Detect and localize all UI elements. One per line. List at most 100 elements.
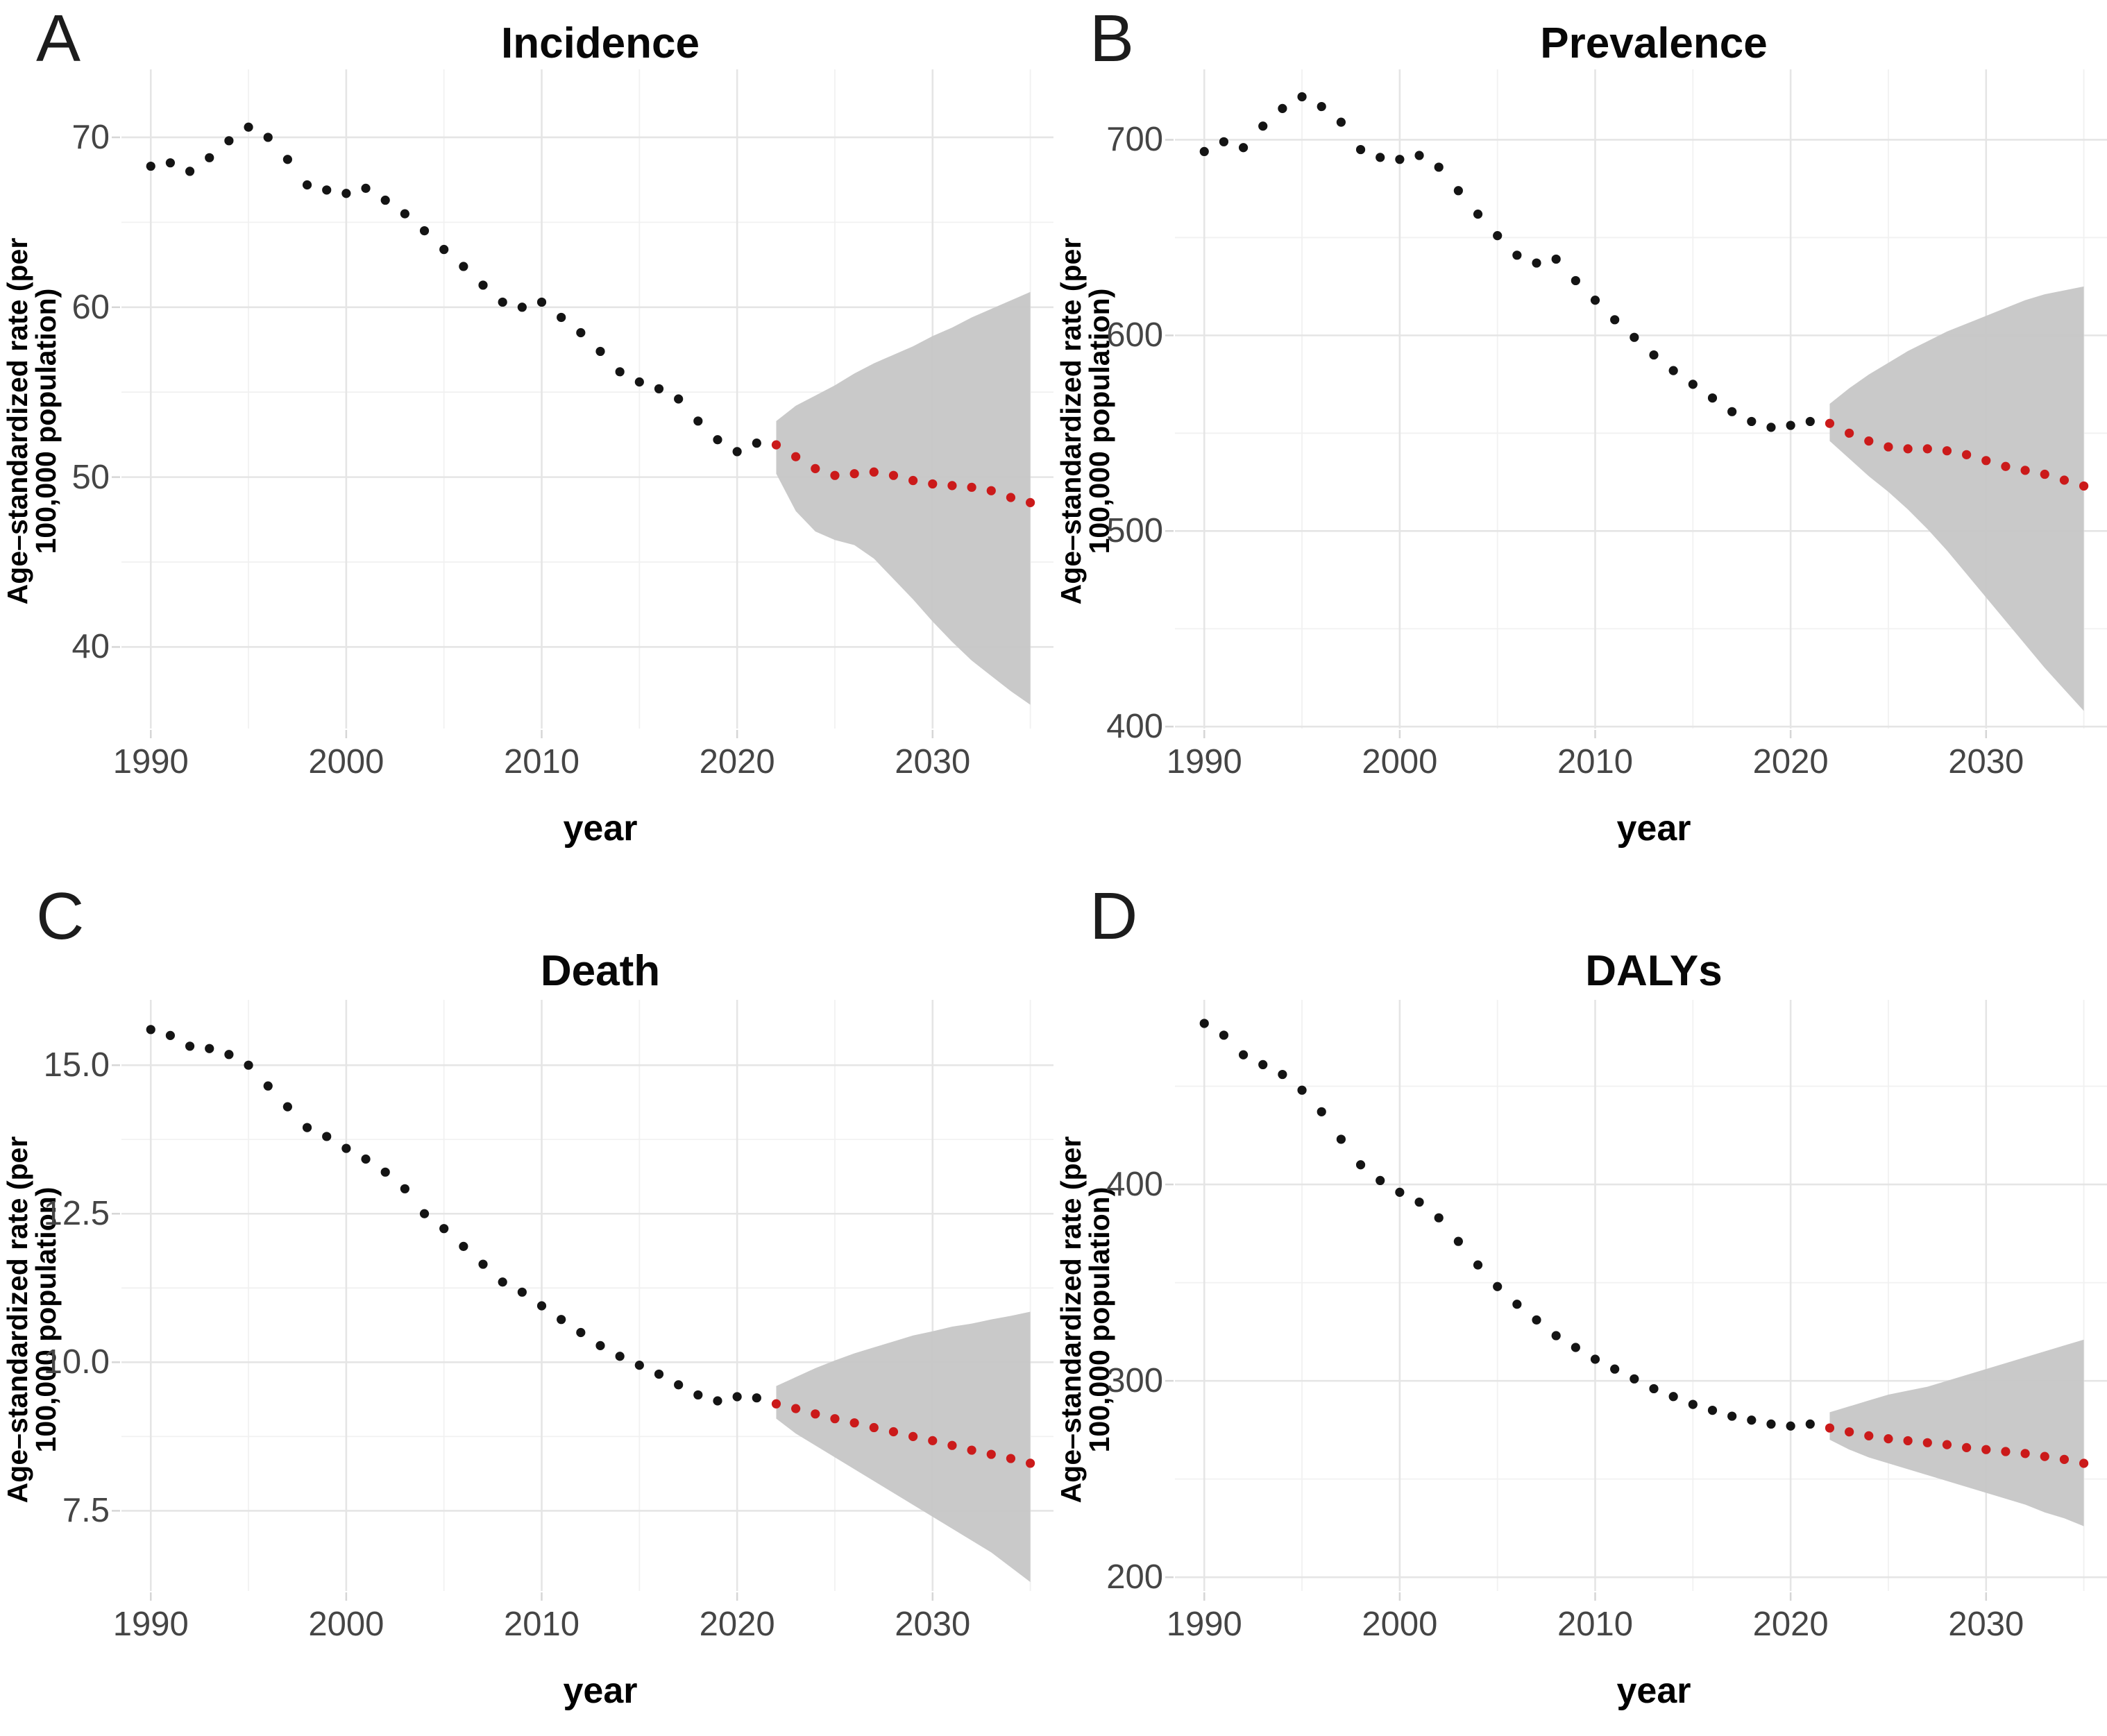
y-tick-label: 600 — [1106, 316, 1163, 355]
uncertainty-ribbon — [1829, 286, 2084, 711]
projected-point — [1903, 444, 1913, 454]
observed-point — [439, 1224, 449, 1234]
plot-area — [112, 69, 1079, 738]
x-tick-label: 1990 — [112, 1606, 189, 1643]
observed-point — [1786, 420, 1795, 430]
observed-point — [1668, 366, 1678, 375]
projected-point — [1962, 450, 1972, 459]
projected-point — [1845, 1427, 1854, 1437]
observed-point — [1317, 1107, 1326, 1116]
projected-point — [2040, 1452, 2049, 1461]
observed-point — [654, 384, 664, 393]
projected-point — [1981, 1445, 1991, 1454]
observed-point — [1610, 315, 1620, 325]
observed-point — [634, 1361, 644, 1370]
observed-point — [1688, 380, 1698, 389]
y-tick-label: 50 — [71, 458, 110, 496]
panel-letter: D — [1090, 879, 1138, 953]
observed-point — [1376, 153, 1385, 162]
observed-point — [1805, 416, 1815, 427]
x-tick-label: 2020 — [1752, 1606, 1829, 1643]
x-tick-label: 1990 — [1166, 743, 1242, 781]
observed-point — [322, 185, 332, 195]
observed-point — [517, 1287, 527, 1297]
observed-point — [1766, 423, 1776, 432]
observed-point — [205, 153, 214, 162]
y-tick-label: 70 — [71, 118, 110, 156]
x-axis-title: year — [1616, 808, 1691, 849]
observed-point — [1532, 258, 1541, 268]
projected-point — [1006, 493, 1016, 502]
observed-point — [1278, 1069, 1287, 1080]
projected-point — [1884, 1434, 1893, 1444]
observed-point — [1493, 231, 1503, 241]
y-tick-label: 400 — [1106, 1166, 1163, 1204]
projected-point — [771, 440, 781, 450]
observed-point — [654, 1369, 664, 1379]
panel-incidence: A Incidence ● ● ● ● ● Age–standardized r… — [0, 0, 1079, 868]
plot-area — [1165, 1000, 2107, 1601]
x-tick-label: 2030 — [895, 1606, 971, 1643]
observed-point — [146, 1025, 155, 1035]
observed-point — [713, 1396, 722, 1406]
x-axis-title: year — [563, 808, 638, 849]
y-tick-label: 40 — [71, 628, 110, 666]
y-tick-label: 7.5 — [62, 1492, 110, 1530]
observed-point — [1376, 1175, 1385, 1186]
observed-point — [361, 183, 371, 193]
observed-point — [282, 1102, 292, 1112]
panel-title: Incidence — [501, 19, 700, 67]
observed-point — [693, 1390, 703, 1400]
projected-point — [908, 1431, 918, 1441]
observed-point — [478, 280, 488, 290]
observed-point — [536, 1301, 547, 1311]
observed-point — [1473, 1260, 1483, 1270]
observed-point — [595, 1341, 605, 1350]
projected-point — [2059, 475, 2070, 485]
observed-point — [1805, 1419, 1815, 1429]
observed-point — [263, 133, 273, 142]
projected-point — [830, 1414, 840, 1424]
observed-point — [1199, 1019, 1209, 1028]
y-tick-label: 200 — [1106, 1558, 1163, 1597]
projected-point — [2001, 461, 2011, 471]
observed-point — [263, 1081, 273, 1091]
observed-point — [1707, 393, 1718, 403]
observed-point — [732, 447, 742, 457]
observed-point — [557, 1315, 566, 1325]
observed-point — [1493, 1282, 1503, 1291]
uncertainty-ribbon — [1829, 1339, 2084, 1526]
x-tick-label: 2000 — [308, 1606, 384, 1643]
observed-point — [400, 1184, 409, 1193]
projected-point — [2040, 469, 2049, 479]
projected-point — [2001, 1447, 2011, 1456]
projected-point — [869, 467, 879, 477]
projected-point — [771, 1399, 781, 1409]
projected-point — [869, 1422, 879, 1433]
y-tick-label: 12.5 — [43, 1195, 110, 1233]
observed-point — [1219, 1030, 1229, 1040]
observed-point — [595, 346, 605, 357]
observed-point — [517, 303, 527, 312]
projected-point — [1006, 1454, 1016, 1463]
observed-point — [205, 1044, 214, 1053]
observed-point — [1278, 103, 1287, 113]
observed-point — [1688, 1399, 1698, 1409]
projected-point — [1903, 1436, 1913, 1446]
observed-point — [302, 1123, 312, 1132]
observed-point — [1551, 254, 1561, 264]
observed-point — [752, 439, 761, 448]
observed-point — [1512, 250, 1522, 260]
observed-point — [732, 1392, 742, 1402]
observed-point — [1727, 407, 1737, 416]
observed-point — [1238, 1050, 1249, 1060]
observed-point — [1571, 275, 1580, 286]
projected-point — [947, 481, 957, 491]
x-tick-label: 1990 — [112, 743, 189, 781]
x-tick-label: 2020 — [699, 1606, 775, 1643]
observed-point — [1610, 1364, 1620, 1374]
projected-point — [986, 486, 996, 495]
x-tick-label: 2030 — [1948, 1606, 2024, 1643]
observed-point — [1532, 1315, 1541, 1325]
projected-point — [830, 470, 840, 480]
